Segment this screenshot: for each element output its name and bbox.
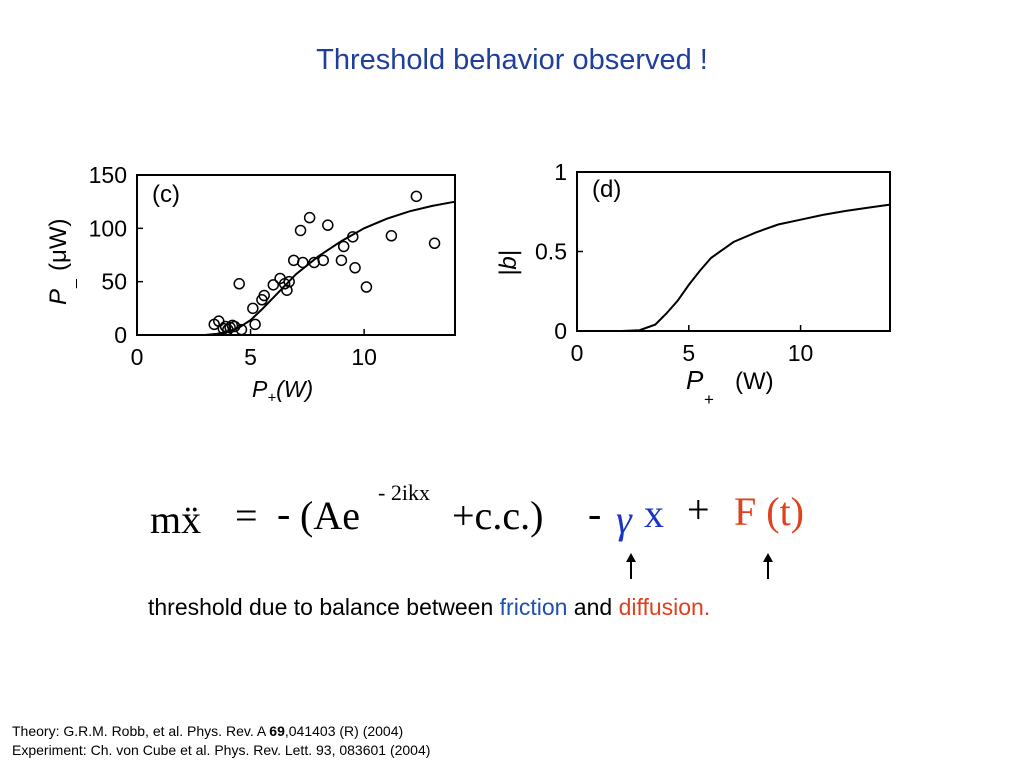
chart-c-data-point [267, 279, 280, 291]
chart-c-ylabel-unit: (μW) [45, 219, 72, 271]
reference-theory-pre: Theory: G.R.M. Robb, et al. Phys. Rev. A [12, 723, 270, 739]
chart-d-xtick-label: 5 [682, 340, 695, 366]
chart-c-data-point [283, 275, 295, 288]
chart-c-data-point [349, 262, 361, 274]
chart-c-ylabel-sub: _ [61, 278, 78, 289]
chart-c-xtick-label: 5 [244, 344, 257, 370]
chart-d-xlabel-main: P [686, 365, 704, 395]
caption: threshold due to balance between frictio… [148, 594, 710, 621]
references: Theory: G.R.M. Robb, et al. Phys. Rev. A… [12, 722, 430, 760]
chart-c-data-point [337, 240, 350, 253]
equation-paren-open: (Ae [300, 493, 360, 538]
equation-lhs: mẍ [150, 497, 202, 542]
chart-c-xlabel-sub: + [267, 389, 277, 407]
chart-c-series-line [159, 200, 456, 336]
chart-d-xtick-label: 0 [571, 340, 584, 366]
chart-c-data-point [317, 254, 330, 267]
chart-d-xlabel-sub: + [704, 390, 714, 409]
chart-c-panel-tag: (c) [152, 181, 180, 208]
chart-c-xlabel-main: P [252, 376, 268, 402]
chart-c-data-point [385, 230, 398, 242]
chart-c-data-point [410, 190, 423, 203]
equation-force: F (t) [734, 489, 804, 534]
chart-c-xticks: 0 5 10 [131, 329, 377, 370]
chart-d-ylabel-group: |b| [495, 250, 522, 276]
chart-c-data-point [258, 289, 270, 302]
chart-c-xlabel: P+(W) [252, 376, 313, 407]
chart-c-ytick-label: 100 [89, 215, 127, 241]
chart-c-data-point [287, 254, 300, 267]
chart-c-data-point [224, 321, 236, 334]
chart-c-data-point [247, 302, 259, 315]
chart-c-ytick-label: 50 [101, 269, 127, 295]
chart-d-xlabel-unit: (W) [735, 368, 774, 395]
chart-c-ylabel-main: P [45, 289, 72, 305]
chart-c-data-point [249, 318, 261, 331]
chart-c-xlabel-unit: (W) [276, 376, 314, 402]
equation-exponent: - 2ikx [378, 480, 430, 505]
chart-d-ytick-label: 1 [554, 159, 567, 185]
equation-equals: = [235, 493, 258, 538]
chart-d-xlabel: P + (W) [686, 365, 774, 409]
equation-gamma: γ [616, 497, 632, 542]
chart-d-plot-frame [576, 171, 891, 332]
caption-diffusion: diffusion [618, 594, 704, 620]
caption-period: . [703, 594, 711, 620]
caption-mid: and [567, 594, 619, 620]
reference-theory: Theory: G.R.M. Robb, et al. Phys. Rev. A… [12, 722, 430, 741]
diffusion-arrow [763, 553, 773, 579]
chart-c-data-point [294, 224, 307, 237]
slide-title: Threshold behavior observed ! [316, 44, 708, 76]
chart-c-data-point [297, 256, 309, 269]
chart-c-frame-group [136, 174, 456, 336]
chart-d-yticks: 00.51 [535, 159, 583, 344]
chart-c-ylabel: P _ (μW) [45, 219, 78, 305]
chart-d-ylabel: |b| [495, 250, 522, 276]
reference-theory-volume: 69 [269, 723, 285, 739]
chart-d-series [599, 203, 891, 332]
chart-c: 0 50 100 150 0 5 10 (c) P _ (μW) [45, 162, 456, 370]
chart-c-data-point [335, 254, 348, 267]
reference-theory-post: ,041403 (R) (2004) [284, 723, 404, 739]
equation-minus-2: - [588, 491, 602, 536]
reference-experiment: Experiment: Ch. von Cube et al. Phys. Re… [12, 742, 431, 758]
chart-d-ytick-label: 0 [554, 318, 567, 344]
chart-d: 00.51 0 5 10 (d) |b| P + (W) [495, 159, 891, 409]
friction-arrow [626, 553, 636, 579]
chart-d-panel-tag: (d) [592, 176, 621, 203]
chart-c-ytick-label: 0 [114, 322, 127, 348]
chart-c-xtick-label: 10 [351, 344, 377, 370]
equation-x: x [644, 491, 664, 536]
chart-c-data-point [428, 237, 441, 250]
chart-c-data-point [303, 211, 316, 224]
chart-c-yticks: 0 50 100 150 [89, 162, 143, 348]
equation-plus-cc: +c.c.) [452, 493, 544, 538]
equation-minus-1: - [277, 491, 291, 536]
chart-d-xticks: 0 5 10 [571, 325, 814, 366]
chart-c-data-point [360, 281, 373, 293]
caption-friction: friction [499, 594, 568, 620]
chart-d-ytick-label: 0.5 [535, 239, 567, 265]
chart-d-series-line [599, 203, 891, 332]
caption-pre: threshold due to balance between [148, 594, 500, 620]
chart-c-series [159, 190, 456, 336]
chart-c-data-point [322, 219, 334, 231]
chart-d-xtick-label: 10 [788, 340, 814, 366]
chart-c-xtick-label: 0 [131, 344, 144, 370]
equation-plus: + [687, 487, 710, 532]
chart-c-data-point [235, 323, 248, 336]
chart-c-data-point [233, 278, 245, 290]
chart-c-ytick-label: 150 [89, 162, 127, 188]
chart-c-plot-frame [136, 174, 456, 336]
